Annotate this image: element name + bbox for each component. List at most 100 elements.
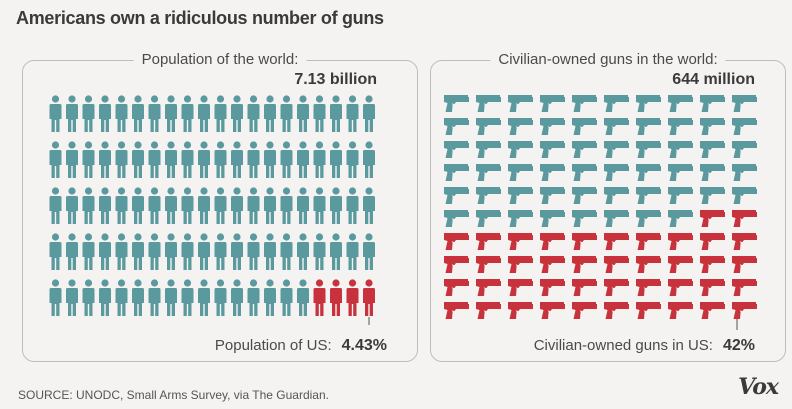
us-handgun-icon	[572, 256, 597, 273]
us-handgun-icon	[604, 302, 629, 319]
world-person-icon	[214, 95, 227, 132]
us-handgun-icon	[444, 279, 469, 296]
world-person-icon	[297, 141, 309, 178]
world-person-icon	[99, 187, 111, 224]
world-person-icon	[148, 141, 161, 178]
world-person-icon	[231, 279, 243, 316]
world-person-icon	[346, 233, 359, 270]
world-person-icon	[49, 279, 62, 316]
us-handgun-icon	[540, 256, 565, 273]
world-population-panel: Population of the world: 7.13 billion Po…	[22, 51, 418, 362]
world-person-icon	[247, 233, 260, 270]
world-handgun-icon	[732, 164, 757, 181]
world-person-icon	[82, 141, 95, 178]
world-person-icon	[115, 95, 128, 132]
world-handgun-icon	[444, 95, 469, 112]
world-person-icon	[198, 279, 210, 316]
world-person-icon	[198, 95, 210, 132]
world-person-icon	[99, 95, 111, 132]
world-person-icon	[148, 233, 161, 270]
world-handgun-icon	[508, 95, 533, 112]
world-person-icon	[132, 141, 144, 178]
world-population-label: Population of the world:	[133, 51, 307, 68]
us-handgun-icon	[476, 302, 501, 319]
world-person-icon	[66, 95, 78, 132]
us-guns-footer: Civilian-owned guns in US: 42%	[534, 337, 755, 355]
world-handgun-icon	[700, 164, 725, 181]
world-handgun-icon	[540, 118, 565, 135]
us-handgun-icon	[700, 210, 725, 227]
world-person-icon	[363, 187, 375, 224]
world-handgun-icon	[732, 118, 757, 135]
world-handgun-icon	[732, 187, 757, 204]
world-person-icon	[214, 141, 227, 178]
world-person-icon	[115, 141, 128, 178]
world-handgun-icon	[636, 210, 661, 227]
world-person-icon	[280, 279, 293, 316]
guns-pictogram	[444, 95, 757, 330]
world-person-icon	[297, 187, 309, 224]
world-person-icon	[148, 95, 161, 132]
world-handgun-icon	[444, 141, 469, 158]
world-person-icon	[231, 233, 243, 270]
world-guns-total: 644 million	[672, 71, 755, 88]
world-person-icon	[181, 141, 194, 178]
world-handgun-icon	[572, 118, 597, 135]
us-handgun-icon	[508, 233, 533, 250]
world-handgun-icon	[540, 164, 565, 181]
us-handgun-icon	[636, 279, 661, 296]
world-handgun-icon	[700, 95, 725, 112]
world-person-icon	[198, 187, 210, 224]
world-person-icon	[82, 187, 95, 224]
world-handgun-icon	[700, 118, 725, 135]
world-person-icon	[346, 187, 359, 224]
world-person-icon	[280, 141, 293, 178]
world-person-icon	[49, 95, 62, 132]
us-handgun-icon	[668, 256, 693, 273]
us-handgun-icon	[540, 302, 565, 319]
us-handgun-icon	[508, 279, 533, 296]
world-person-icon	[297, 279, 309, 316]
world-handgun-icon	[636, 118, 661, 135]
world-person-icon	[132, 233, 144, 270]
world-person-icon	[198, 141, 210, 178]
world-handgun-icon	[604, 210, 629, 227]
world-person-icon	[330, 95, 342, 132]
world-handgun-icon	[508, 118, 533, 135]
world-handgun-icon	[476, 141, 501, 158]
world-person-icon	[247, 187, 260, 224]
us-person-icon	[313, 279, 326, 316]
us-handgun-icon	[668, 279, 693, 296]
world-person-icon	[363, 233, 375, 270]
world-handgun-icon	[444, 187, 469, 204]
world-person-icon	[82, 233, 95, 270]
world-handgun-icon	[604, 95, 629, 112]
us-handgun-icon	[476, 233, 501, 250]
us-handgun-icon	[476, 279, 501, 296]
world-handgun-icon	[508, 164, 533, 181]
world-handgun-icon	[508, 141, 533, 158]
us-handgun-icon	[732, 233, 757, 250]
us-handgun-icon	[700, 233, 725, 250]
world-person-icon	[148, 187, 161, 224]
world-person-icon	[313, 95, 326, 132]
world-person-icon	[99, 141, 111, 178]
world-handgun-icon	[444, 210, 469, 227]
world-handgun-icon	[604, 164, 629, 181]
us-handgun-icon	[668, 302, 693, 319]
world-person-icon	[99, 233, 111, 270]
us-guns-label: Civilian-owned guns in US:	[533, 337, 713, 354]
us-handgun-icon	[444, 302, 469, 319]
world-person-icon	[247, 95, 260, 132]
us-handgun-icon	[476, 256, 501, 273]
world-handgun-icon	[444, 164, 469, 181]
world-person-icon	[66, 233, 78, 270]
us-population-label: Population of US:	[214, 337, 332, 354]
world-population-total: 7.13 billion	[294, 71, 377, 88]
world-handgun-icon	[508, 187, 533, 204]
world-person-icon	[181, 233, 194, 270]
world-person-icon	[148, 279, 161, 316]
us-handgun-icon	[572, 279, 597, 296]
world-person-icon	[82, 95, 95, 132]
world-person-icon	[231, 95, 243, 132]
